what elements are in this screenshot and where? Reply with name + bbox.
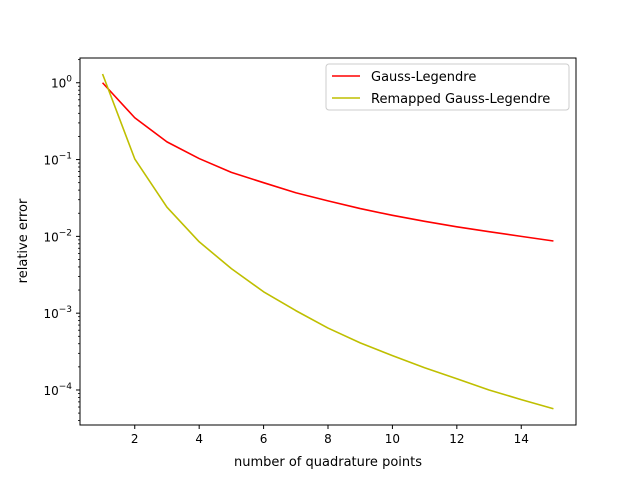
x-axis: 2 4 6 8 10 12 14 <box>131 425 529 446</box>
legend-box <box>325 63 570 111</box>
series-line-1 <box>101 82 554 242</box>
x-tick-label: 12 <box>449 432 464 446</box>
x-tick-label: 4 <box>195 432 203 446</box>
x-tick-label: 6 <box>260 432 268 446</box>
legend: Gauss-Legendre Remapped Gauss-Legendre <box>325 63 570 111</box>
y-tick-label: 10−3 <box>43 305 72 321</box>
y-tick-label: 10−1 <box>43 152 72 168</box>
x-tick-label: 14 <box>514 432 529 446</box>
y-tick-label: 100 <box>51 75 72 91</box>
x-tick-label: 8 <box>324 432 332 446</box>
series-line-2 <box>101 73 554 410</box>
y-axis: 100 10−1 10−2 10−3 10−4 <box>43 59 80 421</box>
x-tick-label: 2 <box>131 432 139 446</box>
legend-label: Remapped Gauss-Legendre <box>371 92 550 107</box>
x-tick-label: 10 <box>385 432 400 446</box>
y-axis-label: relative error <box>16 198 31 283</box>
plot-area <box>80 58 576 425</box>
legend-label: Gauss-Legendre <box>371 70 476 85</box>
y-tick-label: 10−4 <box>43 382 72 398</box>
series-layer <box>101 73 554 410</box>
y-tick-label: 10−2 <box>43 228 72 244</box>
x-axis-label: number of quadrature points <box>234 455 422 470</box>
